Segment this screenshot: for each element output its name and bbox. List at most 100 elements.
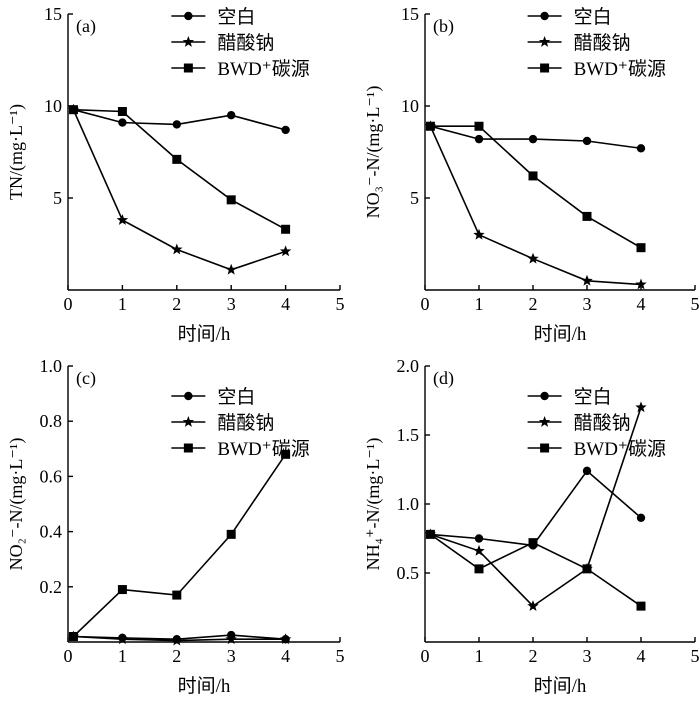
x-tick-label: 4 <box>281 646 290 666</box>
data-point <box>473 228 485 240</box>
data-point <box>172 154 182 164</box>
legend-marker <box>184 391 193 401</box>
legend-label: BWD⁺碳源 <box>574 58 666 80</box>
x-axis-label: 时间/h <box>178 323 231 345</box>
legend-marker <box>540 391 549 401</box>
data-point <box>226 529 236 539</box>
x-tick-label: 1 <box>118 294 127 314</box>
data-point <box>225 633 237 645</box>
x-tick-label: 3 <box>227 294 236 314</box>
panel-label: (a) <box>76 16 96 37</box>
x-tick-label: 3 <box>583 294 592 314</box>
x-tick-label: 2 <box>529 294 538 314</box>
data-point <box>226 195 236 205</box>
data-point <box>117 585 127 595</box>
legend-marker <box>540 63 550 73</box>
data-point <box>474 564 484 574</box>
legend-label: 醋酸钠 <box>217 32 274 54</box>
legend-label: 醋酸钠 <box>574 32 631 54</box>
y-axis-label: NH₄⁺-N/(mg·L⁻¹) <box>363 438 384 571</box>
series-blank <box>69 105 290 135</box>
x-tick-label: 1 <box>475 646 484 666</box>
panel-label: (b) <box>433 16 454 37</box>
legend-marker <box>540 443 550 453</box>
data-point <box>171 634 183 646</box>
series-line <box>73 108 286 231</box>
data-point <box>225 263 237 275</box>
y-tick-label: 5 <box>53 188 62 208</box>
legend-marker <box>538 416 551 427</box>
x-tick-label: 2 <box>529 646 538 666</box>
data-point <box>636 513 646 522</box>
x-tick-label: 2 <box>172 294 181 314</box>
data-point <box>279 245 292 257</box>
legend-label: 醋酸钠 <box>574 412 631 434</box>
panel-label: (d) <box>433 368 454 389</box>
x-tick-label: 0 <box>421 646 430 666</box>
series-bwd-carbon <box>425 529 646 611</box>
data-point <box>68 631 78 641</box>
data-point <box>581 274 593 286</box>
series-line <box>72 109 286 271</box>
x-tick-label: 4 <box>281 294 290 314</box>
legend-marker <box>182 36 195 47</box>
y-tick-label: 1.0 <box>397 494 420 514</box>
legend-marker <box>182 416 195 427</box>
data-point <box>281 449 291 459</box>
data-point <box>528 171 538 181</box>
series-sodium-acetate <box>67 103 292 275</box>
data-point <box>474 121 484 131</box>
x-axis-label: 时间/h <box>534 675 587 697</box>
data-point <box>68 105 78 115</box>
legend-marker <box>538 36 551 47</box>
data-point <box>636 601 646 611</box>
y-tick-label: 1.5 <box>397 425 420 445</box>
data-point <box>116 214 129 225</box>
x-tick-label: 0 <box>64 294 73 314</box>
legend-label: BWD⁺碳源 <box>217 438 309 460</box>
data-point <box>635 278 647 290</box>
panel-label: (c) <box>76 368 96 389</box>
x-tick-label: 1 <box>475 294 484 314</box>
y-tick-label: 15 <box>44 4 62 24</box>
x-axis-label: 时间/h <box>178 675 231 697</box>
data-point <box>473 544 485 556</box>
x-tick-label: 3 <box>227 646 236 666</box>
legend-label: 空白 <box>217 6 255 28</box>
y-axis-label: NO₂⁻-N/(mg·L⁻¹) <box>6 438 27 571</box>
x-tick-label: 5 <box>691 294 700 314</box>
chart-panel: 0 1 2 3 4 5 0.2 0.4 0.6 0.8 1.0 (c) 时间/h NO₂⁻-N/(mg·L… <box>6 356 345 697</box>
data-point <box>527 600 539 611</box>
y-tick-label: 5 <box>410 188 419 208</box>
data-point <box>474 134 484 144</box>
legend-label: 醋酸钠 <box>217 412 274 434</box>
series-blank <box>426 466 646 550</box>
x-axis-label: 时间/h <box>534 323 587 345</box>
y-tick-label: 2.0 <box>397 356 420 376</box>
x-tick-label: 5 <box>336 646 345 666</box>
x-tick-label: 0 <box>64 646 73 666</box>
x-tick-label: 0 <box>421 294 430 314</box>
data-point <box>527 252 539 264</box>
data-point <box>172 120 181 129</box>
series-line <box>430 469 642 547</box>
series-sodium-acetate <box>424 120 647 290</box>
y-tick-label: 10 <box>44 96 62 116</box>
data-point <box>425 529 435 539</box>
data-point <box>281 125 290 135</box>
data-point <box>279 633 292 645</box>
data-point <box>528 538 538 548</box>
y-tick-label: 0.4 <box>40 522 63 542</box>
data-point <box>582 466 592 476</box>
legend-label: BWD⁺碳源 <box>217 58 309 80</box>
chart-panel: 0 1 2 3 4 5 0.5 1.0 1.5 2.0 (d) 时间/h NH₄⁺-N/(mg·L⁻¹)… <box>363 356 700 697</box>
x-tick-label: 5 <box>336 294 345 314</box>
y-tick-label: 0.5 <box>397 563 420 583</box>
data-point <box>582 564 592 574</box>
y-tick-label: 1.0 <box>40 356 63 376</box>
